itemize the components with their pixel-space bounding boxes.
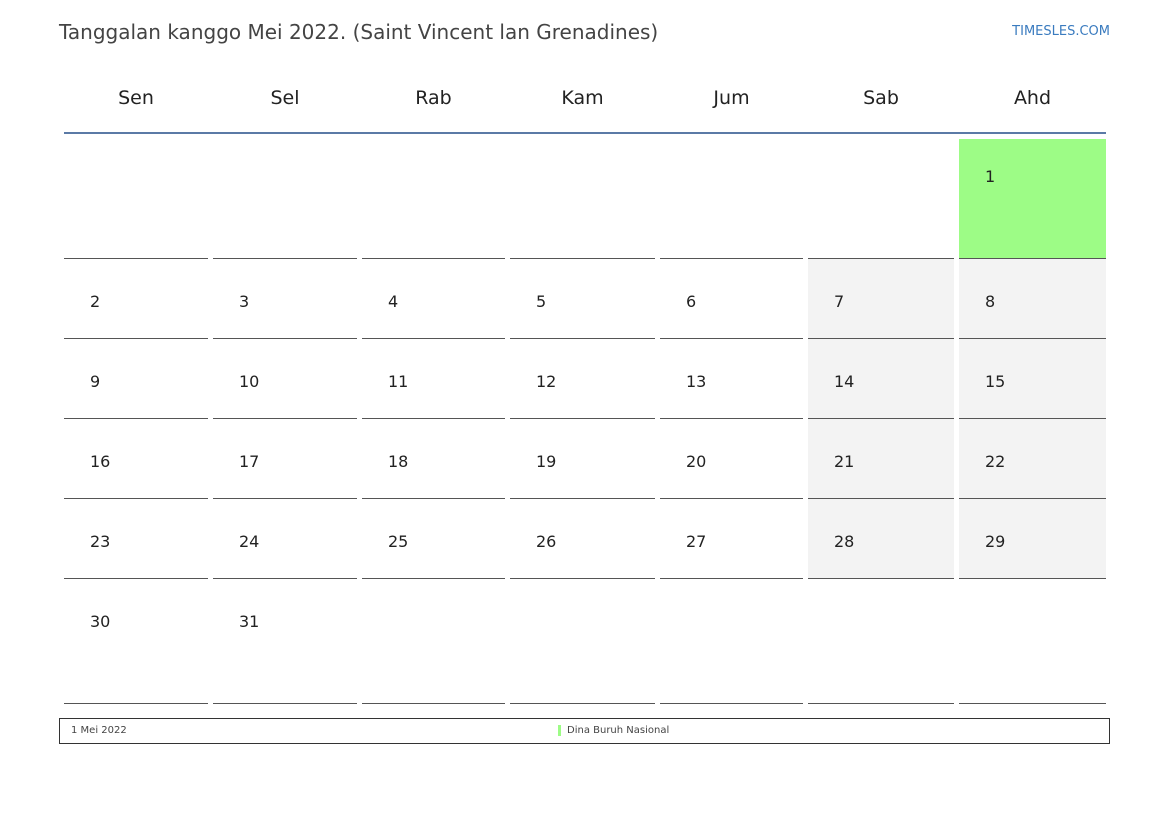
calendar-day-cell: 18 <box>362 419 505 499</box>
day-number: 21 <box>834 452 855 471</box>
day-number: 11 <box>388 372 409 391</box>
weekday-label: Rab <box>415 87 452 109</box>
day-number: 2 <box>90 292 101 311</box>
day-number: 30 <box>90 612 111 631</box>
weekday-label: Sab <box>863 87 899 109</box>
calendar-empty-cell <box>510 139 655 259</box>
day-number: 5 <box>536 292 547 311</box>
calendar-week-row: 2 3 4 5 6 7 8 <box>64 259 1106 339</box>
calendar-empty-cell <box>510 579 655 704</box>
calendar-day-cell: 20 <box>660 419 803 499</box>
day-number: 27 <box>686 532 707 551</box>
weekday-label: Kam <box>561 87 604 109</box>
day-number: 16 <box>90 452 111 471</box>
day-number: 19 <box>536 452 557 471</box>
day-number: 10 <box>239 372 260 391</box>
calendar-empty-cell <box>64 139 208 259</box>
calendar-day-cell: 5 <box>510 259 655 339</box>
calendar-day-cell: 8 <box>959 259 1106 339</box>
calendar-empty-cell <box>959 579 1106 704</box>
calendar-day-cell: 27 <box>660 499 803 579</box>
calendar-week-row: 23 24 25 26 27 28 29 <box>64 499 1106 579</box>
calendar-day-cell: 23 <box>64 499 208 579</box>
day-number: 23 <box>90 532 111 551</box>
calendar-day-cell: 21 <box>808 419 954 499</box>
day-number: 7 <box>834 292 845 311</box>
day-number: 29 <box>985 532 1006 551</box>
day-number: 15 <box>985 372 1006 391</box>
calendar-day-cell: 2 <box>64 259 208 339</box>
calendar-empty-cell <box>808 579 954 704</box>
day-number: 22 <box>985 452 1006 471</box>
calendar-empty-cell <box>213 139 357 259</box>
page-title: Tanggalan kanggo Mei 2022. (Saint Vincen… <box>59 20 659 44</box>
calendar-empty-cell <box>660 579 803 704</box>
calendar-empty-cell <box>808 139 954 259</box>
calendar-day-cell: 26 <box>510 499 655 579</box>
calendar-day-cell: 6 <box>660 259 803 339</box>
day-number: 4 <box>388 292 399 311</box>
calendar-day-cell: 3 <box>213 259 357 339</box>
calendar-day-cell: 25 <box>362 499 505 579</box>
calendar-day-cell: 11 <box>362 339 505 419</box>
weekday-label: Ahd <box>1013 87 1052 109</box>
calendar-week-row: 1 <box>64 139 1106 259</box>
calendar-day-cell: 9 <box>64 339 208 419</box>
holiday-color-swatch <box>558 725 561 736</box>
day-number: 1 <box>985 167 996 186</box>
legend-holiday-name: Dina Buruh Nasional <box>567 725 670 736</box>
calendar-grid: 1 2 3 4 5 6 7 8 9 10 11 12 13 14 15 16 17 18 19 20 21 22 23 24 2… <box>64 139 1106 704</box>
day-number: 9 <box>90 372 101 391</box>
calendar-week-row: 30 31 <box>64 579 1106 704</box>
brand-link[interactable]: TIMESLES.COM <box>1012 24 1110 39</box>
calendar-day-cell: 22 <box>959 419 1106 499</box>
calendar-day-cell: 13 <box>660 339 803 419</box>
weekday-header: Sen Sel Rab Kam Jum Sab Ahd <box>64 80 1106 134</box>
calendar-empty-cell <box>660 139 803 259</box>
day-number: 24 <box>239 532 260 551</box>
calendar-empty-cell <box>362 139 505 259</box>
calendar-day-cell: 19 <box>510 419 655 499</box>
calendar-day-cell: 7 <box>808 259 954 339</box>
day-number: 3 <box>239 292 250 311</box>
calendar-day-cell: 12 <box>510 339 655 419</box>
day-number: 20 <box>686 452 707 471</box>
calendar-day-cell: 14 <box>808 339 954 419</box>
holiday-legend: 1 Mei 2022 Dina Buruh Nasional <box>59 718 1110 744</box>
weekday-label: Sel <box>270 87 300 109</box>
calendar-day-cell: 1 <box>959 139 1106 259</box>
calendar-day-cell: 31 <box>213 579 357 704</box>
day-number: 25 <box>388 532 409 551</box>
day-number: 28 <box>834 532 855 551</box>
day-number: 8 <box>985 292 996 311</box>
calendar-week-row: 16 17 18 19 20 21 22 <box>64 419 1106 499</box>
day-number: 17 <box>239 452 260 471</box>
day-number: 18 <box>388 452 409 471</box>
weekday-label: Jum <box>713 87 750 109</box>
calendar-day-cell: 10 <box>213 339 357 419</box>
calendar-day-cell: 28 <box>808 499 954 579</box>
calendar-day-cell: 29 <box>959 499 1106 579</box>
day-number: 31 <box>239 612 260 631</box>
weekday-label: Sen <box>118 87 154 109</box>
day-number: 26 <box>536 532 557 551</box>
calendar-day-cell: 4 <box>362 259 505 339</box>
calendar-empty-cell <box>362 579 505 704</box>
calendar-day-cell: 30 <box>64 579 208 704</box>
day-number: 6 <box>686 292 697 311</box>
calendar-day-cell: 16 <box>64 419 208 499</box>
calendar-week-row: 9 10 11 12 13 14 15 <box>64 339 1106 419</box>
calendar-day-cell: 17 <box>213 419 357 499</box>
day-number: 13 <box>686 372 707 391</box>
calendar-day-cell: 24 <box>213 499 357 579</box>
day-number: 12 <box>536 372 557 391</box>
calendar-day-cell: 15 <box>959 339 1106 419</box>
day-number: 14 <box>834 372 855 391</box>
legend-date: 1 Mei 2022 <box>71 725 127 736</box>
